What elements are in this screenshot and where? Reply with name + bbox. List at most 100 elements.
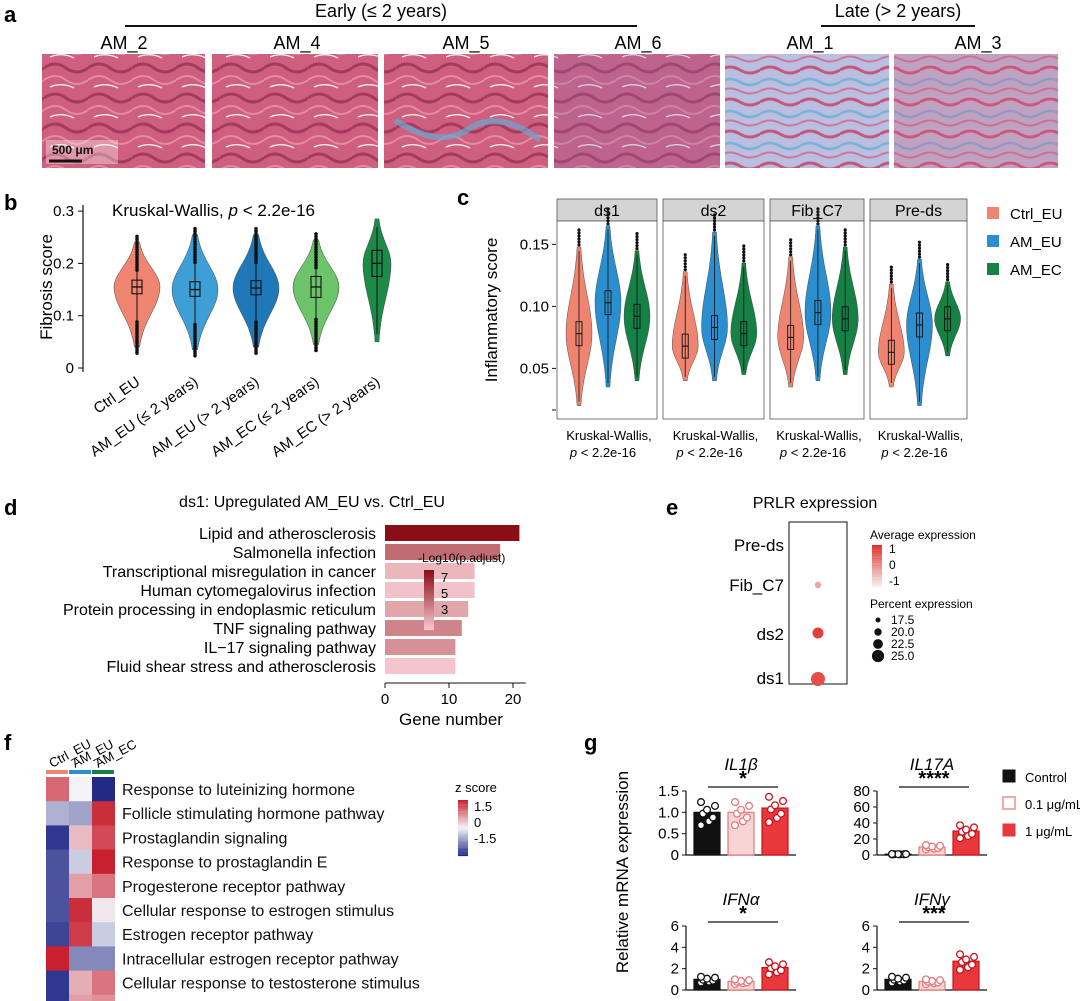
category-label: Fib_C7 xyxy=(729,576,784,595)
legend-swatch xyxy=(1002,769,1016,783)
bar xyxy=(385,525,520,541)
data-point xyxy=(961,955,971,964)
category-label: Transcriptional misregulation in cancer xyxy=(103,564,377,581)
heatmap-cell xyxy=(46,825,69,851)
colorbar-segment xyxy=(872,560,882,562)
colorbar-segment xyxy=(458,808,468,810)
colorbar-segment xyxy=(424,577,434,580)
plot-frame xyxy=(788,521,848,685)
heatmap-cell xyxy=(69,849,92,875)
outlier-point xyxy=(135,245,139,249)
category-label: Salmonella infection xyxy=(233,545,376,562)
outlier-point xyxy=(843,231,847,235)
outlier-point xyxy=(254,226,258,231)
outlier-point xyxy=(816,210,820,214)
colorbar-segment xyxy=(424,580,434,583)
y-axis: 0.05 0.10 0.15 xyxy=(520,236,556,411)
size-key-label: 20.0 xyxy=(891,625,915,639)
data-point xyxy=(730,821,740,830)
outlier-point xyxy=(135,242,139,247)
data-point xyxy=(935,976,945,985)
stat-annotation: Kruskal-Wallis, xyxy=(566,428,651,443)
x-tick-label: 0 xyxy=(381,691,389,708)
colorbar-tick: 1 xyxy=(889,542,896,556)
outlier-point xyxy=(712,219,717,223)
colorbar-segment xyxy=(458,815,468,817)
row-label: Prostaglandin signaling xyxy=(122,830,287,847)
outlier-point xyxy=(606,216,610,220)
group-label-late: Late (> 2 years) xyxy=(835,1,962,21)
x-tick-label: AM_EC (> 2 years) xyxy=(269,373,384,460)
chart-title: PRLR expression xyxy=(753,495,878,512)
row-label: Estrogen receptor pathway xyxy=(122,927,313,944)
colorbar-segment xyxy=(458,837,468,840)
data-point xyxy=(736,805,746,814)
panel-e: e PRLR expression Pre-ds Fib_C7 ds2 ds1 Ave… xyxy=(666,495,976,688)
colorbar-segment xyxy=(458,853,468,855)
stat-p-symbol: p xyxy=(675,445,683,460)
data-point xyxy=(887,849,897,859)
data-point xyxy=(778,796,788,806)
outlier-point xyxy=(254,234,258,239)
panel-g: g Relative mRNA expression IL1β 0 0.5 1.0 1.… xyxy=(584,730,1080,999)
stat-annotation: p < 2.2e-16 xyxy=(675,445,742,460)
colorbar-segment xyxy=(458,850,468,852)
stat-p-symbol: p xyxy=(880,445,888,460)
outlier-point xyxy=(606,219,610,223)
y-tick-label: 2 xyxy=(862,961,870,978)
outlier-point xyxy=(742,250,746,254)
heatmap-cell xyxy=(46,922,69,947)
outlier-point xyxy=(789,238,793,242)
panel-b: b Kruskal-Wallis, p < 2.2e-16 Fibrosis s… xyxy=(4,190,392,461)
colorbar-segment xyxy=(424,618,434,620)
legend: Ctrl_EU AM_EU AM_EC xyxy=(987,206,1063,279)
outlier-point xyxy=(193,229,197,234)
colorbar-segment xyxy=(872,580,882,582)
colorbar-segment xyxy=(424,579,434,581)
data-point xyxy=(935,841,945,850)
colorbar-segment xyxy=(458,842,468,844)
colorbar-segment xyxy=(424,571,434,574)
data-point xyxy=(770,962,780,971)
significance-marker: * xyxy=(739,768,747,790)
colorbar-segment xyxy=(872,574,882,576)
legend-label: Ctrl_EU xyxy=(1010,206,1063,223)
outlier-point xyxy=(946,263,950,267)
colorbar-segment xyxy=(458,846,468,848)
heatmap-cell xyxy=(92,801,115,826)
colorbar-segment xyxy=(424,570,434,572)
colorbar-tick: 5 xyxy=(441,586,448,601)
y-axis: 0 0.1 0.2 0.3 xyxy=(53,203,84,377)
group-label-early: Early (≤ 2 years) xyxy=(315,1,447,21)
colorbar-segment xyxy=(458,804,468,806)
outlier-point xyxy=(889,277,893,281)
outlier-point xyxy=(577,237,581,241)
heatmap-cell xyxy=(46,873,69,899)
heatmap-cell xyxy=(46,849,69,875)
x-tick-label: AM_EU (≤ 2 years) xyxy=(87,373,201,460)
outlier-point xyxy=(789,247,793,251)
colorbar-segment xyxy=(458,844,468,847)
colorbar-segment xyxy=(424,589,434,592)
row-label: Follicle stimulating hormone pathway xyxy=(122,806,384,823)
outlier-point xyxy=(712,216,717,220)
outlier-point xyxy=(314,237,318,241)
colorbar-segment xyxy=(872,546,882,548)
colorbar-segment xyxy=(872,545,882,547)
outlier-point xyxy=(789,241,793,245)
colorbar-segment xyxy=(424,616,434,619)
outlier-point xyxy=(254,239,258,244)
outlier-point xyxy=(683,268,687,272)
panel-a: a Early (≤ 2 years) Late (> 2 years) AM_… xyxy=(4,1,1058,168)
outlier-point xyxy=(712,213,717,217)
outlier-point xyxy=(843,237,847,241)
y-tick-label: 0.10 xyxy=(520,298,549,315)
y-tick-label: 0.1 xyxy=(53,308,74,325)
chart-title: ds1: Upregulated AM_EU vs. Ctrl_EU xyxy=(179,494,445,511)
colorbar-segment xyxy=(424,613,434,616)
y-tick-label: 0.5 xyxy=(658,826,679,843)
colorbar-segment xyxy=(458,825,468,827)
data-point xyxy=(730,975,740,984)
stat-p-value: < 2.2e-16 xyxy=(684,445,743,460)
